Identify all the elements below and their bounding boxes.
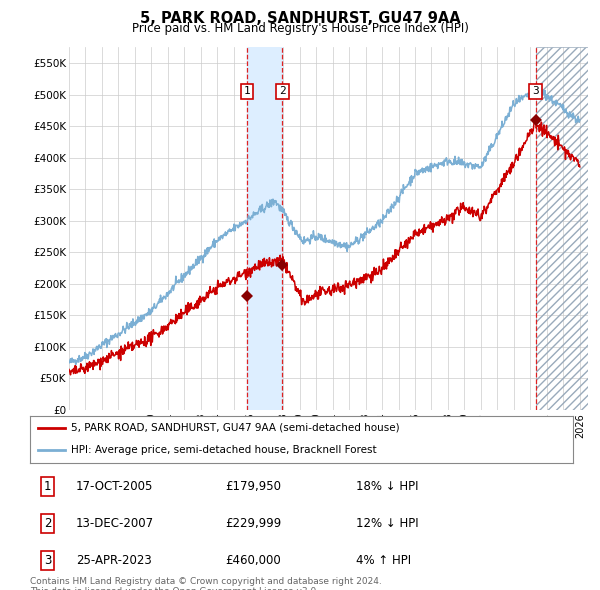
Bar [536,47,588,410]
Bar [536,47,588,410]
Text: Price paid vs. HM Land Registry's House Price Index (HPI): Price paid vs. HM Land Registry's House … [131,22,469,35]
Text: 3: 3 [532,86,539,96]
Text: 5, PARK ROAD, SANDHURST, GU47 9AA: 5, PARK ROAD, SANDHURST, GU47 9AA [140,11,460,25]
Text: 2: 2 [44,517,51,530]
Text: 17-OCT-2005: 17-OCT-2005 [76,480,154,493]
Text: 3: 3 [44,554,51,567]
Text: Contains HM Land Registry data © Crown copyright and database right 2024.
This d: Contains HM Land Registry data © Crown c… [30,577,382,590]
Text: HPI: Average price, semi-detached house, Bracknell Forest: HPI: Average price, semi-detached house,… [71,445,376,455]
Text: 4% ↑ HPI: 4% ↑ HPI [356,554,411,567]
Text: 12% ↓ HPI: 12% ↓ HPI [356,517,418,530]
Bar [247,47,283,410]
Text: 18% ↓ HPI: 18% ↓ HPI [356,480,418,493]
Text: 1: 1 [244,86,250,96]
Text: 2: 2 [279,86,286,96]
Text: 5, PARK ROAD, SANDHURST, GU47 9AA (semi-detached house): 5, PARK ROAD, SANDHURST, GU47 9AA (semi-… [71,423,400,432]
Text: 25-APR-2023: 25-APR-2023 [76,554,152,567]
Text: £460,000: £460,000 [226,554,281,567]
Text: £179,950: £179,950 [226,480,281,493]
Text: £229,999: £229,999 [226,517,282,530]
Text: 1: 1 [44,480,51,493]
Text: 13-DEC-2007: 13-DEC-2007 [76,517,154,530]
